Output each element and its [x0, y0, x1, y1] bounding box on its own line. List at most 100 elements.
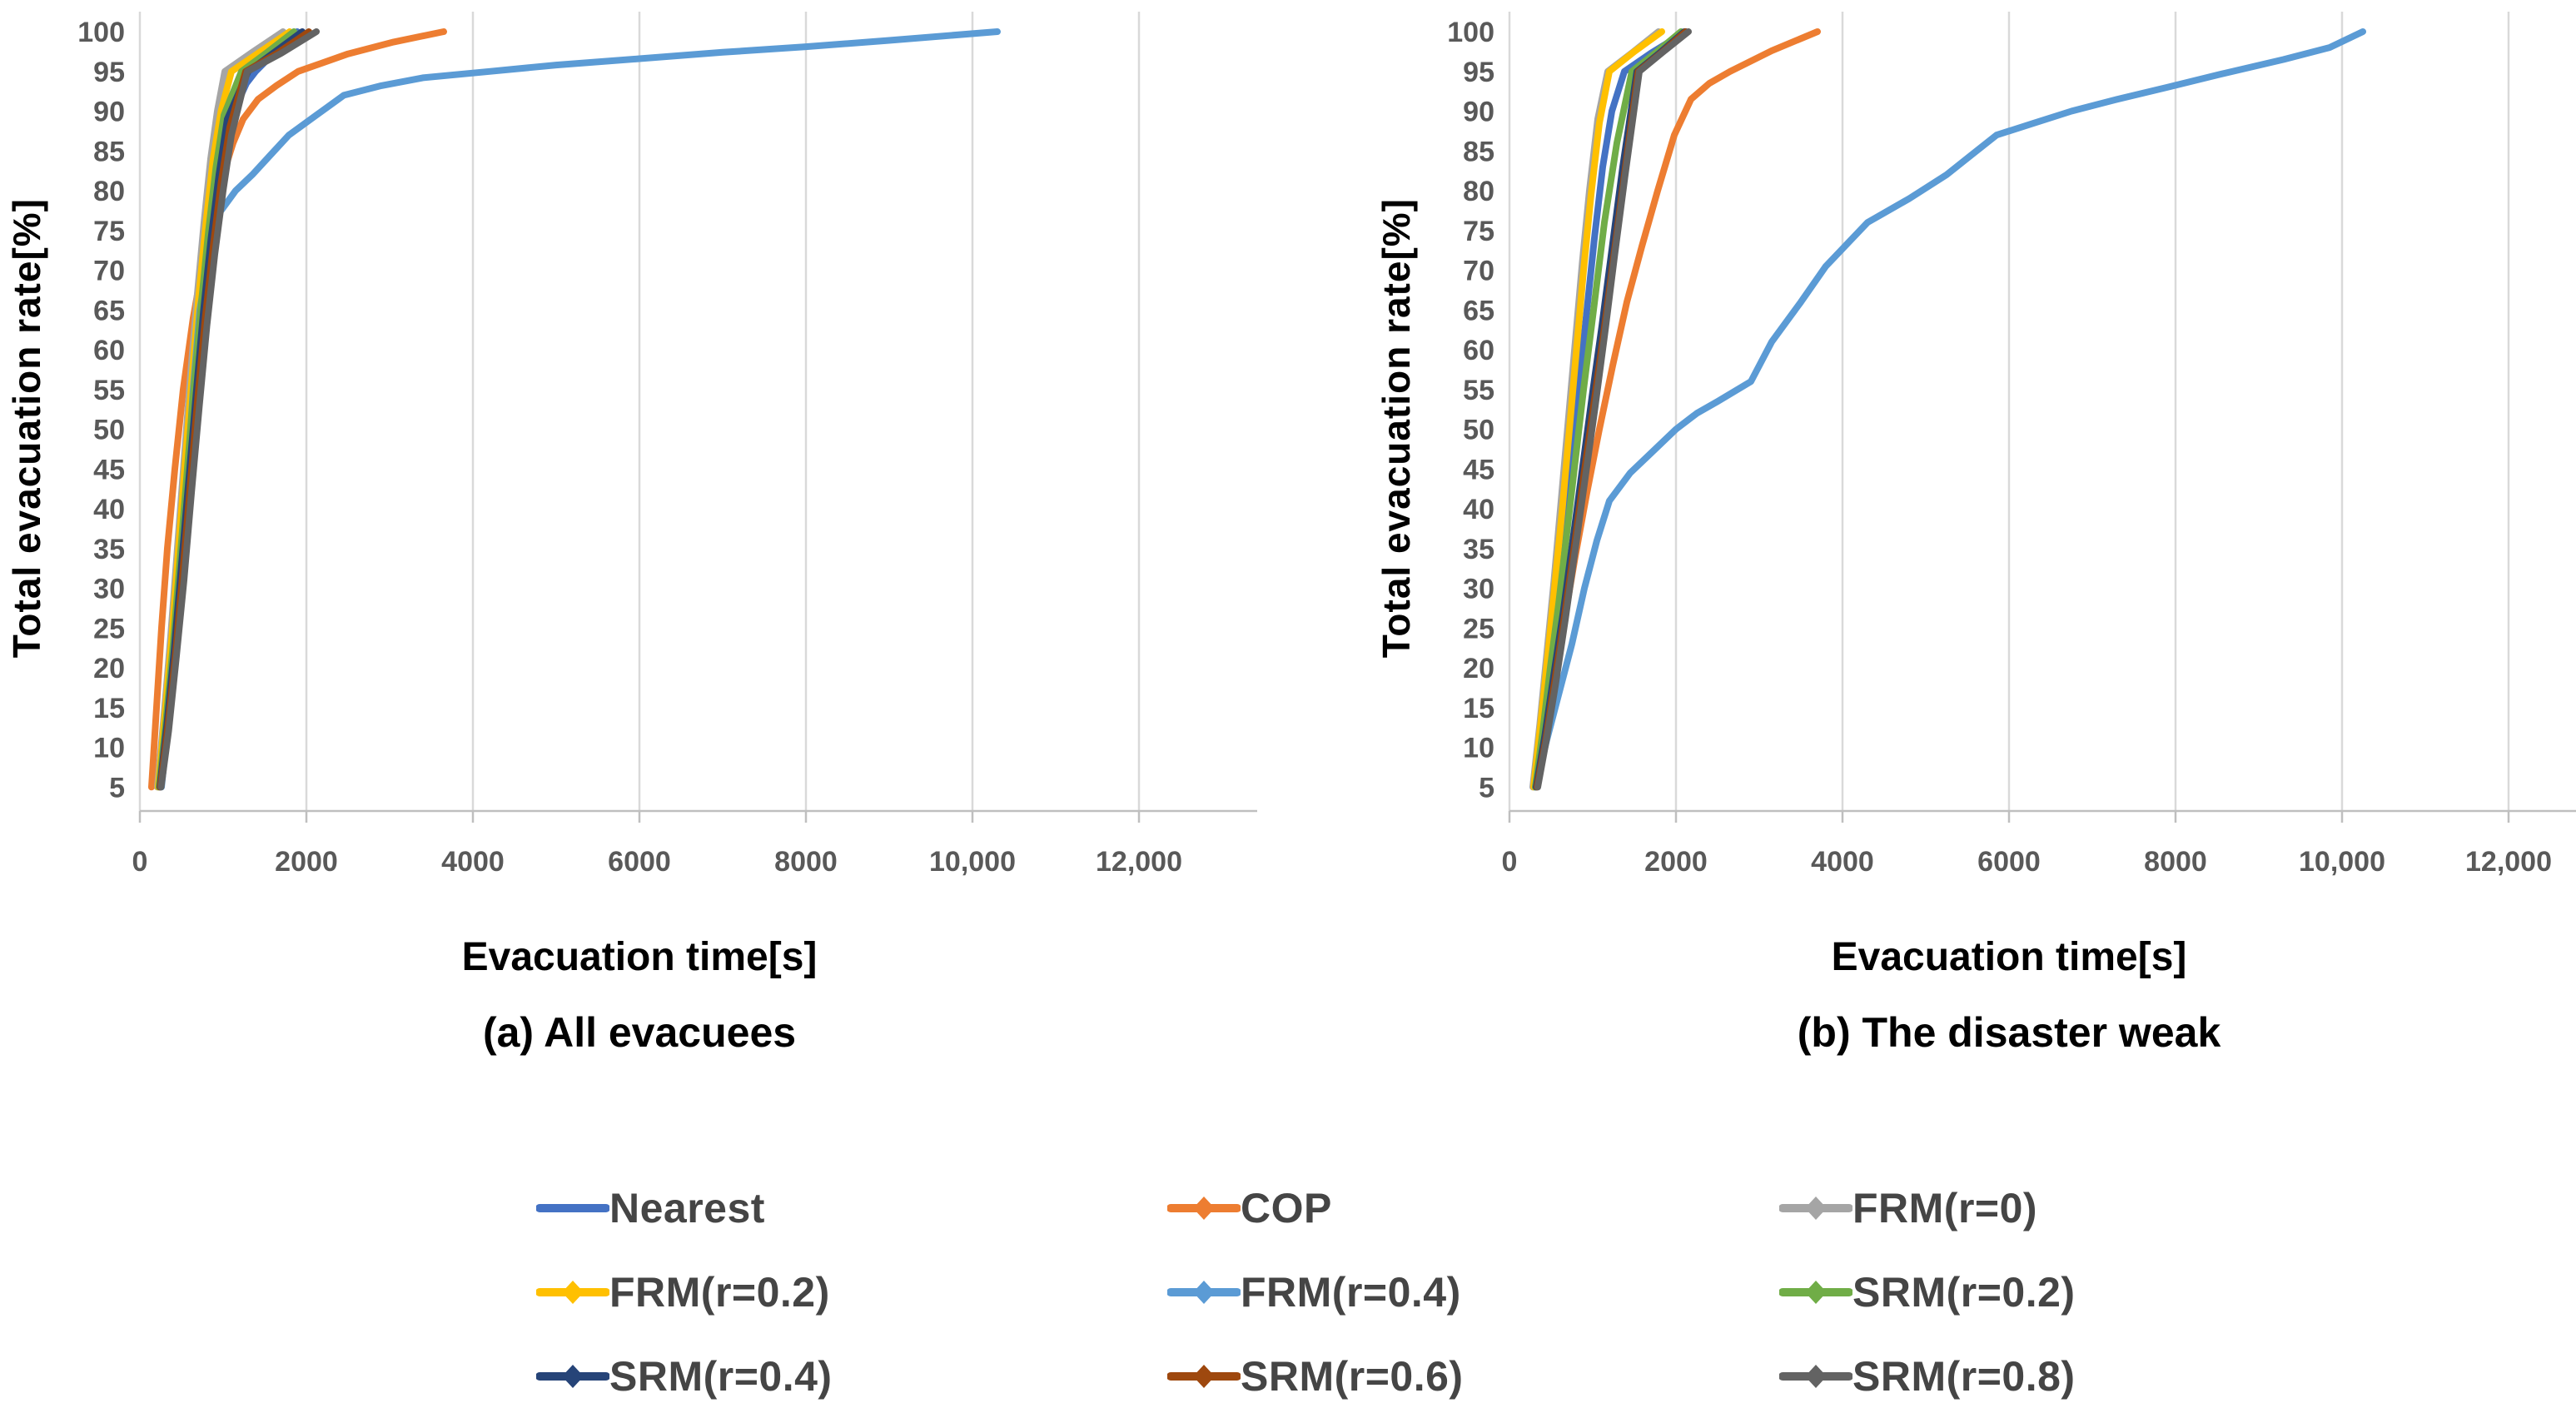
x-tick-label: 2000 — [275, 846, 338, 878]
y-tick-label: 20 — [1463, 653, 1494, 684]
y-tick-label: 40 — [1463, 494, 1494, 525]
x-tick-label: 10,000 — [2299, 846, 2385, 878]
plot-column-b: 0 2000 4000 6000 8000 10,000 12,000 100 95 90 85 80… — [1418, 3, 2576, 1057]
y-axis-title-column-a: Total evacuation rate[%] — [5, 3, 48, 853]
y-tick-label: 5 — [109, 772, 125, 804]
y-tick-label: 35 — [93, 534, 125, 565]
y-tick-label: 20 — [93, 653, 125, 684]
series-line-SRM(r=0.8) — [1534, 28, 1692, 791]
legend-item-SRM(r=0.2): SRM(r=0.2) — [1779, 1268, 2076, 1316]
y-tick-label: 40 — [93, 494, 125, 525]
y-tick-label: 75 — [93, 216, 125, 247]
x-tick-label: 8000 — [774, 846, 838, 878]
y-tick-label: 80 — [93, 176, 125, 207]
legend-diamond-marker — [1805, 1364, 1827, 1388]
y-tick-label: 5 — [1479, 772, 1494, 804]
y-tick-label: 55 — [1463, 375, 1494, 406]
legend-item-FRM(r=0): FRM(r=0) — [1779, 1184, 2076, 1232]
y-tick-label: 70 — [93, 256, 125, 287]
legend-label: SRM(r=0.8) — [1852, 1352, 2076, 1400]
legend-line-marker-icon — [1167, 1364, 1241, 1388]
y-tick-label: 35 — [1463, 534, 1494, 565]
legend-label: SRM(r=0.4) — [609, 1352, 833, 1400]
chart-caption: (b) The disaster weak — [1797, 1009, 2221, 1056]
y-tick-label: 15 — [1463, 693, 1494, 724]
y-tick-label: 100 — [1447, 17, 1494, 48]
x-axis-title: Evacuation time[s] — [461, 935, 818, 979]
legend-label: Nearest — [609, 1184, 765, 1231]
y-tick-label: 65 — [1463, 295, 1494, 326]
legend-label: FRM(r=0.4) — [1241, 1268, 1461, 1316]
y-tick-label: 85 — [1463, 136, 1494, 167]
legend-line-marker-icon — [536, 1364, 609, 1388]
series-line-FRM(r=0.4) — [158, 28, 1001, 791]
legend: Nearest COP FRM(r=0) FRM(r=0.2) FRM(r=0.4) SR… — [525, 1166, 2075, 1418]
x-tick-label: 10,000 — [929, 846, 1016, 878]
y-tick-label: 70 — [1463, 256, 1494, 287]
x-tick-label: 8000 — [2144, 846, 2207, 878]
legend-label: COP — [1241, 1184, 1332, 1231]
y-tick-label: 45 — [93, 454, 125, 485]
legend-line-marker-icon — [536, 1203, 609, 1212]
legend-label: SRM(r=0.6) — [1241, 1352, 1464, 1400]
legend-item-SRM(r=0.8): SRM(r=0.8) — [1779, 1352, 2076, 1401]
legend-line-marker-icon — [1167, 1280, 1241, 1304]
x-tick-label: 12,000 — [2465, 846, 2552, 878]
series-line-FRM(r=0.2) — [1530, 28, 1665, 791]
y-tick-label: 25 — [93, 613, 125, 644]
legend-diamond-marker — [1193, 1196, 1215, 1220]
x-tick-label: 6000 — [608, 846, 671, 878]
y-tick-label: 90 — [93, 97, 125, 128]
y-tick-label: 80 — [1463, 176, 1494, 207]
y-tick-label: 30 — [93, 574, 125, 605]
y-tick-label: 10 — [1463, 733, 1494, 764]
legend-item-COP: COP — [1167, 1184, 1779, 1232]
legend-line-marker-icon — [536, 1280, 609, 1304]
chart-panel-b: Total evacuation rate[%] 0 2000 4000 6000 80… — [1375, 3, 2576, 1057]
y-axis-title-column-b: Total evacuation rate[%] — [1375, 3, 1418, 853]
y-tick-label: 75 — [1463, 216, 1494, 247]
legend-line-marker-icon — [1779, 1364, 1852, 1388]
legend-diamond-marker — [1193, 1364, 1215, 1388]
legend-label: FRM(r=0.2) — [609, 1268, 830, 1316]
y-tick-label: 25 — [1463, 613, 1494, 644]
x-tick-label: 0 — [132, 846, 148, 878]
y-tick-label: 90 — [1463, 97, 1494, 128]
chart-b-plot: 0 2000 4000 6000 8000 10,000 12,000 100 95 90 85 80… — [1447, 12, 2576, 878]
legend-item-SRM(r=0.6): SRM(r=0.6) — [1167, 1352, 1779, 1401]
legend-label: FRM(r=0) — [1852, 1184, 2038, 1231]
legend-item-FRM(r=0.4): FRM(r=0.4) — [1167, 1268, 1779, 1316]
chart-caption: (a) All evacuees — [482, 1009, 797, 1056]
y-tick-label: 45 — [1463, 454, 1494, 485]
legend-item-Nearest: Nearest — [536, 1184, 1167, 1232]
legend-line-marker-icon — [1779, 1280, 1852, 1304]
x-tick-label: 2000 — [1644, 846, 1708, 878]
y-tick-label: 65 — [93, 295, 125, 326]
x-tick-label: 12,000 — [1096, 846, 1182, 878]
x-axis-title: Evacuation time[s] — [1831, 935, 2187, 979]
legend-diamond-marker — [1193, 1280, 1215, 1304]
series-line-FRM(r=0.4) — [1532, 28, 2366, 791]
legend-line-marker-icon — [1167, 1196, 1241, 1220]
chart-a-plot: 0 2000 4000 6000 8000 10,000 12,000 100 95 90 85 80… — [77, 12, 1257, 878]
x-tick-label: 6000 — [1977, 846, 2041, 878]
legend-item-FRM(r=0.2): FRM(r=0.2) — [536, 1268, 1167, 1316]
x-tick-label: 4000 — [1811, 846, 1874, 878]
legend-diamond-marker — [562, 1364, 584, 1388]
chart-panel-a: Total evacuation rate[%] 0 2000 4000 6000 80… — [5, 3, 1264, 1057]
x-tick-label: 0 — [1502, 846, 1518, 878]
legend-item-SRM(r=0.4): SRM(r=0.4) — [536, 1352, 1167, 1401]
series-line-SRM(r=0.8) — [157, 28, 320, 791]
y-tick-label: 55 — [93, 375, 125, 406]
y-tick-label: 95 — [1463, 57, 1494, 88]
y-tick-label: 100 — [77, 17, 125, 48]
series-line-SRM(r=0.2) — [1532, 28, 1684, 791]
y-tick-label: 50 — [1463, 415, 1494, 446]
legend-diamond-marker — [1805, 1196, 1827, 1220]
y-tick-label: 60 — [93, 335, 125, 366]
y-tick-label: 30 — [1463, 574, 1494, 605]
legend-line-marker-icon — [1779, 1196, 1852, 1220]
y-axis-title: Total evacuation rate[%] — [1375, 197, 1418, 659]
y-tick-label: 60 — [1463, 335, 1494, 366]
